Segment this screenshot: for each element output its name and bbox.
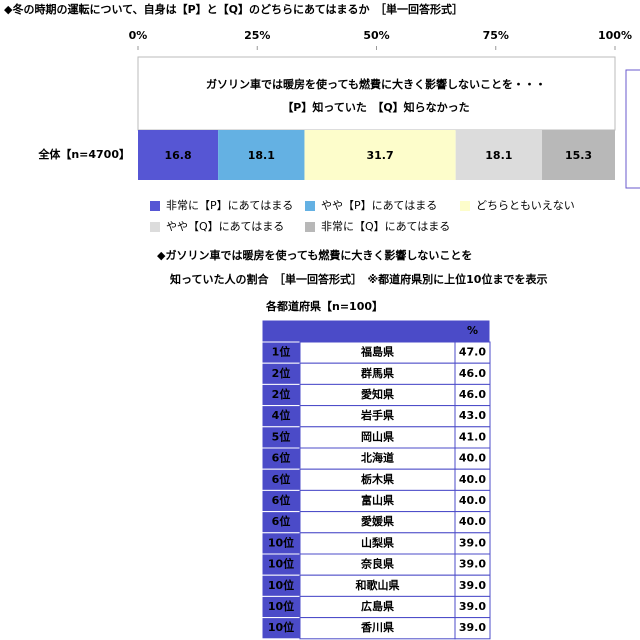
bar-segment <box>455 130 543 180</box>
percent: 39.0 <box>459 579 486 592</box>
ranking-table: %1位 福島県 47.02位 群馬県 46.02位 愛知県 46.04位 岩手県 43.05位岡… <box>261 319 491 640</box>
bar-segment <box>218 130 305 180</box>
data-label: 18.1 <box>248 149 275 162</box>
prefecture: 愛知県 <box>361 387 394 401</box>
percent: 46.0 <box>459 367 486 380</box>
rank: 6位 <box>272 451 291 465</box>
prefecture: 愛媛県 <box>361 514 394 528</box>
data-label: 18.1 <box>485 149 512 162</box>
prefecture: 群馬県 <box>360 366 394 380</box>
legend-label: 非常に【Q】にあてはまる <box>321 220 450 233</box>
question-options: 【P】知っていた 【Q】知らなかった <box>282 100 469 114</box>
percent: 39.0 <box>459 600 486 613</box>
rank: 2位 <box>272 366 291 380</box>
data-label: 16.8 <box>164 149 191 162</box>
rank: 10位 <box>268 578 294 592</box>
value-cell <box>454 617 491 640</box>
x-tick-label: 25% <box>244 29 270 42</box>
percent: 43.0 <box>459 409 486 422</box>
legend-swatch <box>305 201 315 211</box>
prefecture: 栃木県 <box>361 472 394 486</box>
rank: 4位 <box>272 408 291 422</box>
question-text: ガソリン車では暖房を使っても燃費に大きく影響しないことを・・・ <box>206 77 546 91</box>
rank: 6位 <box>272 472 291 486</box>
x-tick-label: 75% <box>483 29 509 42</box>
prefecture: 和歌山県 <box>356 578 400 592</box>
header-cell <box>261 319 491 343</box>
percent: 39.0 <box>459 621 486 634</box>
rank: 10位 <box>268 599 294 613</box>
prefecture: 福島県 <box>360 345 394 359</box>
prefecture: 奈良県 <box>360 557 394 571</box>
prefecture: 富山県 <box>361 493 394 507</box>
percent: 40.0 <box>459 452 486 465</box>
prefecture: 山梨県 <box>361 535 394 549</box>
x-tick-label: 100% <box>598 29 632 42</box>
prefecture: 岡山県 <box>361 429 394 443</box>
x-tick-label: 50% <box>363 29 389 42</box>
percent: 40.0 <box>459 494 486 507</box>
percent: 46.0 <box>459 388 486 401</box>
legend-swatch <box>460 201 470 211</box>
header-label: % <box>467 324 478 337</box>
clipped-box <box>625 69 640 189</box>
prefecture: 岩手県 <box>360 408 394 422</box>
rank: 6位 <box>272 514 291 528</box>
data-label: 31.7 <box>367 149 394 162</box>
legend-swatch <box>150 222 160 232</box>
rank: 10位 <box>268 620 294 634</box>
legend-label: 非常に【P】にあてはまる <box>166 199 293 212</box>
percent: 47.0 <box>459 346 486 359</box>
x-tick-label: 0% <box>129 29 148 42</box>
legend-swatch <box>305 222 315 232</box>
rank: 10位 <box>268 557 294 571</box>
legend-label: どちらともいえない <box>476 199 575 212</box>
legend-swatch <box>150 201 160 211</box>
percent: 40.0 <box>459 473 486 486</box>
percent: 41.0 <box>459 430 486 443</box>
percent: 39.0 <box>459 558 486 571</box>
chart-title: ◆冬の時期の運転について、自身は【P】と【Q】のどちらにあてはまるか ［単一回答… <box>4 2 463 16</box>
ranking-title: ◆ガソリン車では暖房を使っても燃費に大きく影響しないことを <box>157 248 472 262</box>
prefecture: 香川県 <box>360 620 394 634</box>
bar-segment <box>304 130 456 180</box>
bar-segment <box>542 130 615 180</box>
percent: 40.0 <box>459 515 486 528</box>
ranking-subtitle: 知っていた人の割合 ［単一回答形式］ ※都道府県別に上位10位までを表示 <box>169 272 547 286</box>
bar-segment <box>138 130 219 180</box>
legend-label: やや【P】にあてはまる <box>321 199 437 212</box>
prefecture: 北海道 <box>361 451 394 465</box>
legend-label: やや【Q】にあてはまる <box>166 220 284 233</box>
category-label: 全体【n=4700】 <box>37 147 130 161</box>
question-box <box>137 56 616 131</box>
prefecture: 広島県 <box>361 599 394 613</box>
rank: 5位 <box>272 429 291 443</box>
percent: 39.0 <box>459 536 486 549</box>
rank: 6位 <box>272 493 291 507</box>
table-caption: 各都道府県【n=100】 <box>265 299 383 313</box>
rank: 2位 <box>272 387 291 401</box>
rank: 10位 <box>268 535 294 549</box>
rank: 1位 <box>272 345 291 359</box>
data-label: 15.3 <box>565 149 592 162</box>
